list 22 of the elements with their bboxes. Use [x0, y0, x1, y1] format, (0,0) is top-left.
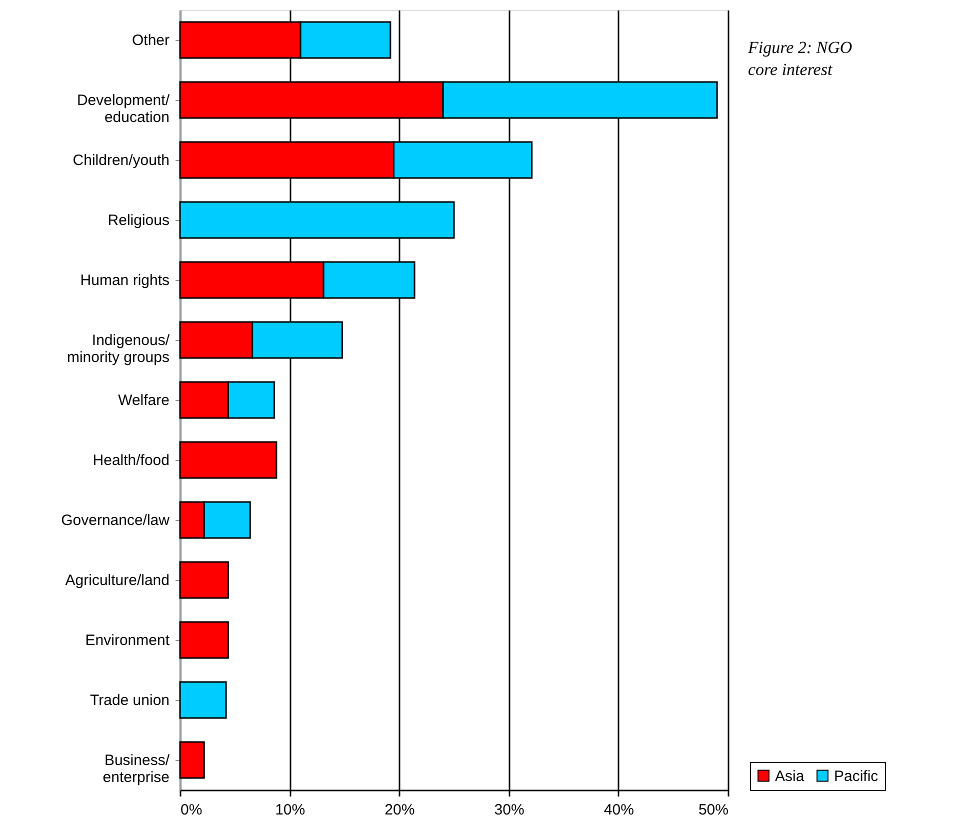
y-tick-label: Agriculture/land: [65, 572, 170, 589]
x-tick-label: 20%: [384, 802, 415, 818]
x-tick-label: 0%: [180, 802, 202, 818]
x-tick-label: 10%: [275, 802, 306, 818]
y-tick-label: Trade union: [90, 692, 170, 709]
y-tick-label: Health/food: [92, 452, 170, 469]
y-tick-label: Other: [132, 32, 170, 49]
y-tick-label: Governance/law: [61, 512, 170, 529]
y-tick-label: Religious: [108, 212, 170, 229]
y-tick-label: Children/youth: [72, 152, 170, 169]
x-tick-label: 50%: [698, 802, 728, 818]
y-tick-label: Human rights: [80, 272, 170, 289]
legend-label: Pacific: [834, 768, 879, 785]
text: Figure 2: NGO core interest: [747, 38, 852, 79]
y-tick-label: Business/ enterprise: [102, 752, 170, 786]
x-tick-label: 30%: [494, 802, 524, 818]
y-tick-label: Indigenous/ minority groups: [66, 332, 170, 366]
legend-label: Asia: [775, 768, 805, 785]
y-tick-label: Welfare: [118, 392, 170, 409]
y-tick-label: Environment: [85, 632, 170, 649]
x-tick-label: 40%: [604, 802, 634, 818]
y-tick-label: Development/ education: [76, 92, 170, 126]
